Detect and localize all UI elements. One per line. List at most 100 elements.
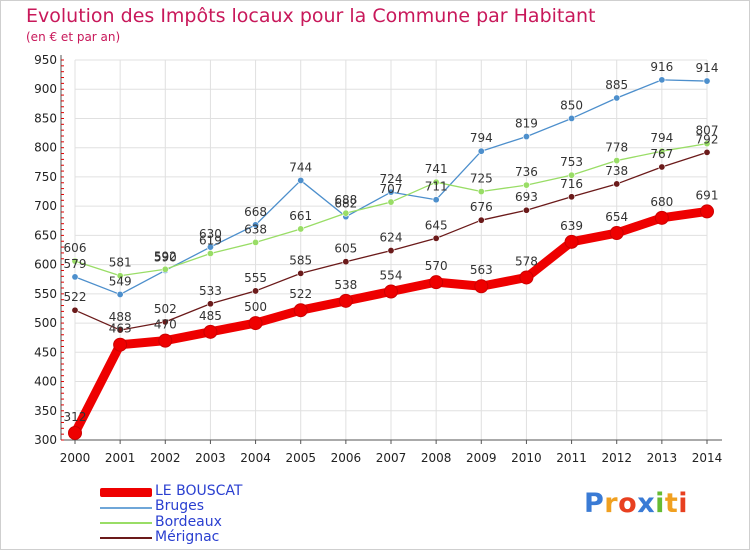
y-tick-label: 700 bbox=[34, 199, 57, 213]
data-label-m-rignac: 767 bbox=[650, 147, 673, 161]
x-tick-label: 2011 bbox=[556, 451, 587, 465]
x-tick-label: 2013 bbox=[647, 451, 678, 465]
x-tick-label: 2006 bbox=[331, 451, 362, 465]
y-tick-label: 450 bbox=[34, 345, 57, 359]
data-label-bruges: 682 bbox=[334, 197, 357, 211]
y-tick-label: 500 bbox=[34, 316, 57, 330]
data-label-m-rignac: 522 bbox=[64, 290, 87, 304]
data-label-bruges: 794 bbox=[470, 131, 493, 145]
point-m-rignac bbox=[206, 300, 214, 308]
data-label-bruges: 711 bbox=[425, 180, 448, 194]
point-m-rignac bbox=[342, 258, 350, 266]
data-label-le-bouscat: 654 bbox=[605, 210, 628, 224]
data-label-bruges: 724 bbox=[380, 172, 403, 186]
point-bordeaux bbox=[658, 147, 666, 155]
point-bruges bbox=[477, 147, 485, 155]
x-tick-label: 2001 bbox=[105, 451, 136, 465]
data-label-bordeaux: 707 bbox=[380, 182, 403, 196]
data-label-m-rignac: 693 bbox=[515, 190, 538, 204]
point-m-rignac bbox=[297, 269, 305, 277]
data-label-bordeaux: 661 bbox=[289, 209, 312, 223]
axes: 300 350 400 450 500 550 600 650 700 750 800 850 900 9… bbox=[34, 53, 722, 465]
x-tick-label: 2000 bbox=[60, 451, 91, 465]
data-label-bordeaux: 807 bbox=[696, 124, 719, 138]
point-bruges bbox=[432, 196, 440, 204]
data-label-bruges: 744 bbox=[289, 160, 312, 174]
data-label-le-bouscat: 570 bbox=[425, 259, 448, 273]
data-label-m-rignac: 488 bbox=[109, 310, 132, 324]
data-label-bordeaux: 688 bbox=[334, 193, 357, 207]
point-le-bouscat bbox=[338, 293, 353, 308]
x-tick-label: 2005 bbox=[285, 451, 316, 465]
point-bordeaux bbox=[477, 188, 485, 196]
point-bordeaux bbox=[71, 257, 79, 265]
point-le-bouscat bbox=[519, 270, 534, 285]
legend-label-merignac: Mérignac bbox=[155, 529, 220, 545]
legend-swatch-bordeaux bbox=[100, 522, 152, 524]
x-tick-label: 2010 bbox=[511, 451, 542, 465]
logo-letter: o bbox=[618, 488, 638, 519]
point-le-bouscat bbox=[654, 210, 669, 225]
data-label-bruges: 590 bbox=[154, 250, 177, 264]
legend-swatch-bruges bbox=[100, 507, 152, 509]
point-le-bouscat bbox=[384, 284, 398, 299]
point-le-bouscat bbox=[158, 333, 173, 348]
data-label-bruges: 819 bbox=[515, 117, 538, 131]
data-label-m-rignac: 585 bbox=[289, 253, 312, 267]
data-label-m-rignac: 555 bbox=[244, 271, 267, 285]
y-tick-label: 950 bbox=[34, 53, 57, 67]
logo-letter: r bbox=[604, 488, 619, 519]
x-tick-label: 2002 bbox=[150, 451, 181, 465]
data-label-m-rignac: 624 bbox=[380, 231, 403, 245]
x-tick-label: 2014 bbox=[692, 451, 723, 465]
data-label-le-bouscat: 485 bbox=[199, 309, 222, 323]
y-tick-label: 900 bbox=[34, 82, 57, 96]
data-label-bruges: 579 bbox=[64, 257, 87, 271]
point-bordeaux bbox=[342, 209, 350, 217]
x-tick-label: 2003 bbox=[195, 451, 226, 465]
point-m-rignac bbox=[613, 180, 621, 188]
data-label-bruges: 850 bbox=[560, 98, 583, 112]
point-bruges bbox=[568, 114, 576, 122]
x-tick-label: 2008 bbox=[421, 451, 452, 465]
data-label-bruges: 549 bbox=[109, 274, 132, 288]
point-le-bouscat bbox=[609, 226, 624, 241]
point-bordeaux bbox=[568, 171, 576, 179]
data-label-le-bouscat: 554 bbox=[380, 269, 403, 283]
x-tick-label: 2009 bbox=[466, 451, 497, 465]
point-m-rignac bbox=[71, 306, 79, 314]
data-label-le-bouscat: 563 bbox=[470, 263, 493, 277]
point-le-bouscat bbox=[68, 425, 82, 440]
data-label-le-bouscat: 500 bbox=[244, 300, 267, 314]
logo-letter: x bbox=[637, 488, 656, 519]
data-label-bordeaux: 794 bbox=[650, 131, 673, 145]
data-label-m-rignac: 502 bbox=[154, 302, 177, 316]
y-tick-label: 650 bbox=[34, 228, 57, 242]
point-m-rignac bbox=[387, 247, 395, 255]
point-bordeaux bbox=[206, 250, 214, 258]
data-label-bruges: 914 bbox=[696, 61, 719, 75]
point-bordeaux bbox=[387, 198, 395, 206]
point-bruges bbox=[297, 176, 305, 184]
data-label-m-rignac: 605 bbox=[334, 242, 357, 256]
chart-title: Evolution des Impôts locaux pour la Comm… bbox=[26, 5, 596, 27]
data-label-bordeaux: 741 bbox=[425, 162, 448, 176]
point-bordeaux bbox=[703, 140, 711, 148]
proxiti-logo: Proxiti bbox=[584, 488, 688, 519]
data-label-m-rignac: 792 bbox=[696, 132, 719, 146]
legend-label-bordeaux: Bordeaux bbox=[155, 514, 222, 530]
point-bruges bbox=[613, 94, 621, 102]
point-le-bouscat bbox=[564, 234, 579, 249]
point-bruges bbox=[703, 77, 711, 85]
data-labels: 579 549 590 630 668 744 682 724 711 794 819 850 885 9… bbox=[64, 60, 719, 424]
data-label-m-rignac: 738 bbox=[605, 164, 628, 178]
legend-swatch-merignac bbox=[100, 537, 152, 539]
x-tick-label: 2012 bbox=[601, 451, 632, 465]
point-bordeaux bbox=[522, 181, 530, 189]
point-bordeaux bbox=[297, 225, 305, 233]
point-m-rignac bbox=[658, 163, 666, 171]
y-tick-label: 600 bbox=[34, 258, 57, 272]
y-tick-label: 550 bbox=[34, 287, 57, 301]
data-label-m-rignac: 676 bbox=[470, 200, 493, 214]
